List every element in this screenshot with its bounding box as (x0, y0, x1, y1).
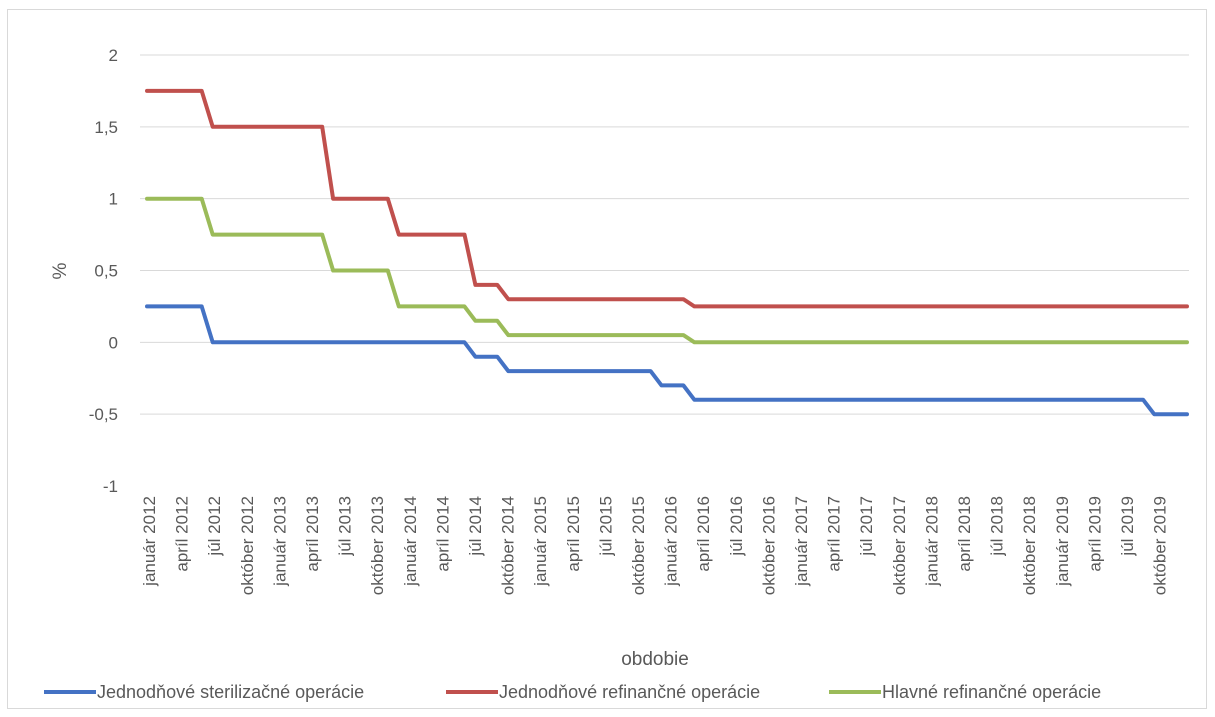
x-tick-label: október 2017 (890, 496, 909, 595)
x-tick-label: júl 2018 (988, 496, 1007, 557)
x-tick-label: júl 2015 (596, 496, 615, 557)
x-axis-title: obdobie (621, 649, 689, 670)
x-tick-label: január 2016 (662, 496, 681, 587)
x-tick-label: apríl 2012 (173, 496, 192, 572)
x-tick-label: apríl 2019 (1085, 496, 1104, 572)
x-tick-label: júl 2017 (857, 496, 876, 557)
legend: Jednodňové sterilizačné operácie Jednodňo… (44, 682, 1101, 702)
x-tick-label: júl 2012 (205, 496, 224, 557)
legend-label: Hlavné refinančné operácie (882, 682, 1101, 702)
x-tick-label: október 2015 (629, 496, 648, 595)
legend-label: Jednodňové refinančné operácie (499, 682, 760, 702)
x-tick-label: január 2018 (922, 496, 941, 587)
y-tick-label: 0,5 (94, 262, 118, 281)
y-tick-label: -1 (103, 477, 118, 496)
x-tick-label: január 2013 (270, 496, 289, 587)
y-tick-label: 1,5 (94, 118, 118, 137)
x-tick-label: január 2015 (531, 496, 550, 587)
x-tick-label: október 2018 (1020, 496, 1039, 595)
x-tick-label: apríl 2014 (433, 496, 452, 572)
x-tick-label: apríl 2015 (564, 496, 583, 572)
y-tick-label: 2 (109, 46, 118, 65)
x-tick-label: apríl 2017 (825, 496, 844, 572)
series-line-1 (145, 304, 1189, 417)
x-tick-label: október 2014 (499, 496, 518, 595)
x-axis-ticks: január 2012 apríl 2012 júl 2012 október 201… (140, 496, 1170, 595)
x-tick-label: január 2019 (1053, 496, 1072, 587)
series-line-2 (145, 88, 1189, 309)
y-tick-label: 0 (109, 333, 118, 352)
x-tick-label: január 2017 (792, 496, 811, 587)
x-tick-label: október 2013 (368, 496, 387, 595)
series-line-3 (145, 196, 1189, 345)
x-tick-label: október 2012 (238, 496, 257, 595)
legend-label: Jednodňové sterilizačné operácie (97, 682, 364, 702)
x-tick-label: júl 2013 (336, 496, 355, 557)
y-tick-label: -0,5 (89, 405, 118, 424)
x-tick-label: október 2019 (1151, 496, 1170, 595)
x-tick-label: apríl 2018 (955, 496, 974, 572)
x-tick-label: apríl 2013 (303, 496, 322, 572)
x-tick-label: október 2016 (759, 496, 778, 595)
chart-frame (7, 9, 1207, 709)
x-tick-label: júl 2016 (727, 496, 746, 557)
y-axis-title: % (50, 262, 71, 279)
x-tick-label: júl 2014 (466, 496, 485, 557)
x-tick-label: január 2014 (401, 496, 420, 587)
x-tick-label: júl 2019 (1118, 496, 1137, 557)
x-tick-label: apríl 2016 (694, 496, 713, 572)
y-tick-label: 1 (109, 190, 118, 209)
series-lines (145, 88, 1189, 417)
x-tick-label: január 2012 (140, 496, 159, 587)
y-axis-ticks: 2 1,5 1 0,5 0 -0,5 -1 (89, 46, 118, 496)
